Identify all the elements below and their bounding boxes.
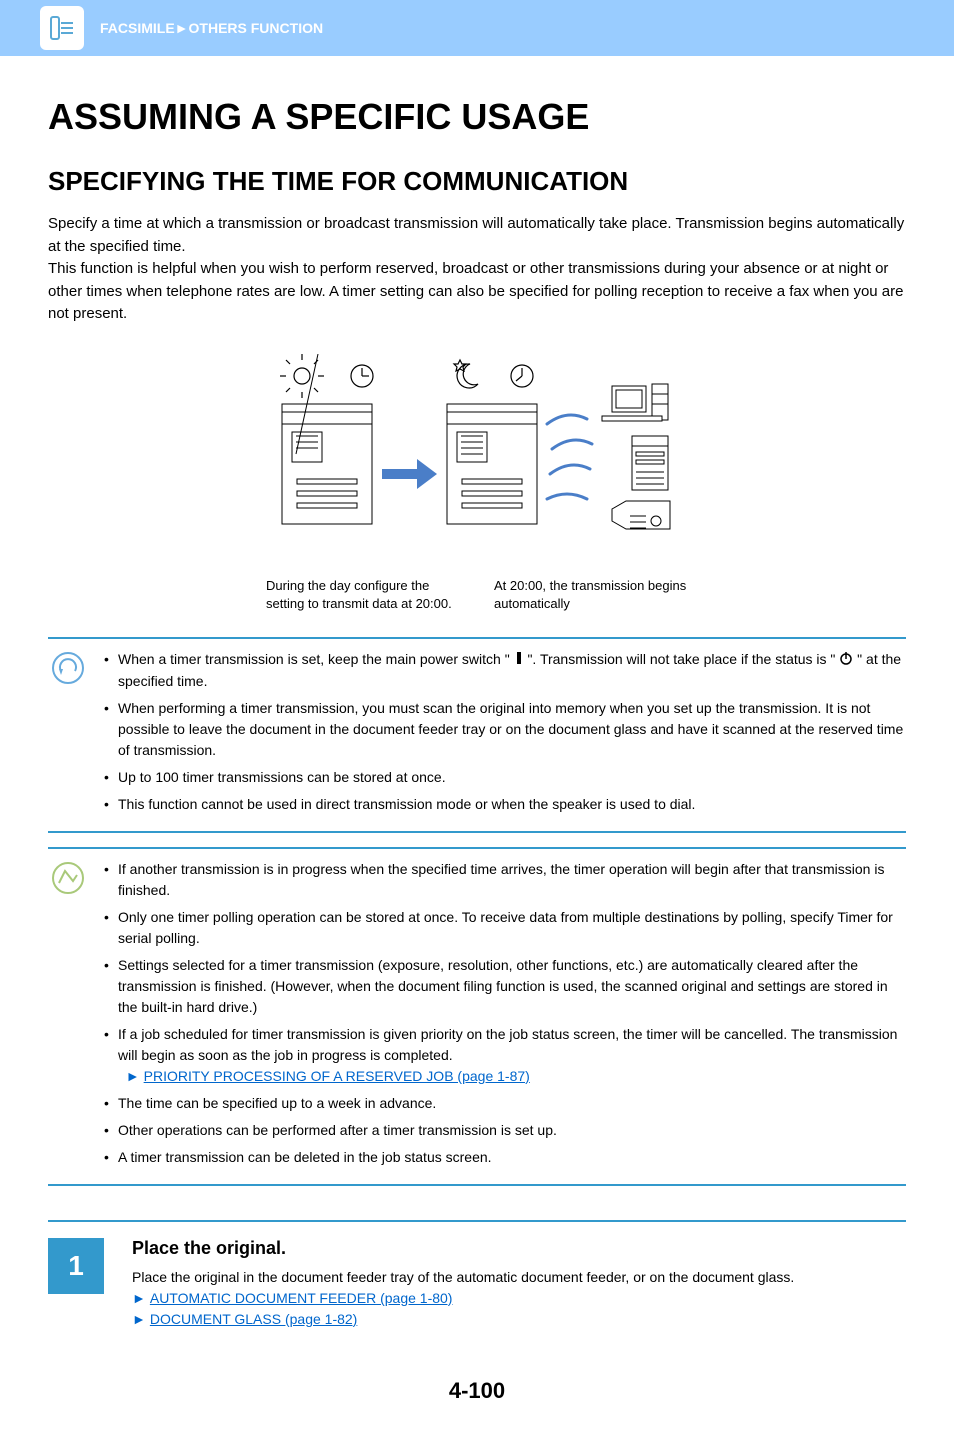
breadcrumb: FACSIMILE►OTHERS FUNCTION [100, 20, 323, 36]
list-item: •The time can be specified up to a week … [104, 1093, 906, 1114]
diagram-caption-right: At 20:00, the transmission begins automa… [494, 577, 692, 613]
step-text: Place the original in the document feede… [132, 1267, 906, 1330]
power-standby-icon [839, 650, 853, 671]
list-item: •Only one timer polling operation can be… [104, 907, 906, 949]
info-icon [48, 859, 88, 1174]
link-arrow-icon: ► [132, 1290, 146, 1306]
list-item: • When a timer transmission is set, keep… [104, 649, 906, 692]
note-list-a: • When a timer transmission is set, keep… [104, 649, 906, 821]
link-arrow-icon: ► [132, 1311, 146, 1327]
priority-processing-link[interactable]: PRIORITY PROCESSING OF A RESERVED JOB (p… [144, 1068, 530, 1084]
diagram-captions: During the day configure the setting to … [266, 577, 692, 613]
note-text: Up to 100 timer transmissions can be sto… [118, 767, 906, 788]
page-title: ASSUMING A SPECIFIC USAGE [48, 96, 906, 138]
adf-link[interactable]: AUTOMATIC DOCUMENT FEEDER (page 1-80) [150, 1290, 453, 1306]
note-text: ". Transmission will not take place if t… [524, 651, 840, 667]
list-item: •Up to 100 timer transmissions can be st… [104, 767, 906, 788]
list-item: •When performing a timer transmission, y… [104, 698, 906, 761]
timer-diagram: During the day configure the setting to … [262, 354, 692, 613]
list-item: •Settings selected for a timer transmiss… [104, 955, 906, 1018]
breadcrumb-sep: ► [175, 20, 189, 36]
step-body: Place the original. Place the original i… [132, 1238, 906, 1330]
list-item: •If another transmission is in progress … [104, 859, 906, 901]
restriction-icon [48, 649, 88, 821]
list-item: •Other operations can be performed after… [104, 1120, 906, 1141]
note-text: Other operations can be performed after … [118, 1120, 906, 1141]
list-item: •A timer transmission can be deleted in … [104, 1147, 906, 1168]
note-text: If another transmission is in progress w… [118, 859, 906, 901]
breadcrumb-part-2: OTHERS FUNCTION [189, 20, 324, 36]
fax-icon [40, 6, 84, 50]
section-title: SPECIFYING THE TIME FOR COMMUNICATION [48, 166, 906, 197]
page-number: 4-100 [48, 1378, 906, 1436]
step-desc: Place the original in the document feede… [132, 1269, 794, 1285]
page-content: ASSUMING A SPECIFIC USAGE SPECIFYING THE… [0, 56, 954, 1436]
note-block-info: •If another transmission is in progress … [48, 847, 906, 1186]
link-arrow-icon: ► [126, 1068, 140, 1084]
breadcrumb-part-1: FACSIMILE [100, 20, 175, 36]
intro-text: Specify a time at which a transmission o… [48, 213, 906, 326]
note-text: This function cannot be used in direct t… [118, 794, 906, 815]
note-text: A timer transmission can be deleted in t… [118, 1147, 906, 1168]
note-text: Only one timer polling operation can be … [118, 907, 906, 949]
note-list-b: •If another transmission is in progress … [104, 859, 906, 1174]
header-bar: FACSIMILE►OTHERS FUNCTION [0, 0, 954, 56]
step-title: Place the original. [132, 1238, 906, 1259]
note-text: The time can be specified up to a week i… [118, 1093, 906, 1114]
note-text: When performing a timer transmission, yo… [118, 698, 906, 761]
note-text: When a timer transmission is set, keep t… [118, 651, 514, 667]
step-block: 1 Place the original. Place the original… [48, 1220, 906, 1330]
intro-p2: This function is helpful when you wish t… [48, 260, 904, 322]
list-item: •This function cannot be used in direct … [104, 794, 906, 815]
note-text: Settings selected for a timer transmissi… [118, 955, 906, 1018]
step-number: 1 [48, 1238, 104, 1294]
intro-p1: Specify a time at which a transmission o… [48, 215, 904, 255]
list-item: • If a job scheduled for timer transmiss… [104, 1024, 906, 1087]
note-text: If a job scheduled for timer transmissio… [118, 1026, 897, 1063]
power-on-icon [514, 650, 524, 671]
diagram-caption-left: During the day configure the setting to … [266, 577, 464, 613]
document-glass-link[interactable]: DOCUMENT GLASS (page 1-82) [150, 1311, 357, 1327]
note-block-restrictions: • When a timer transmission is set, keep… [48, 637, 906, 833]
